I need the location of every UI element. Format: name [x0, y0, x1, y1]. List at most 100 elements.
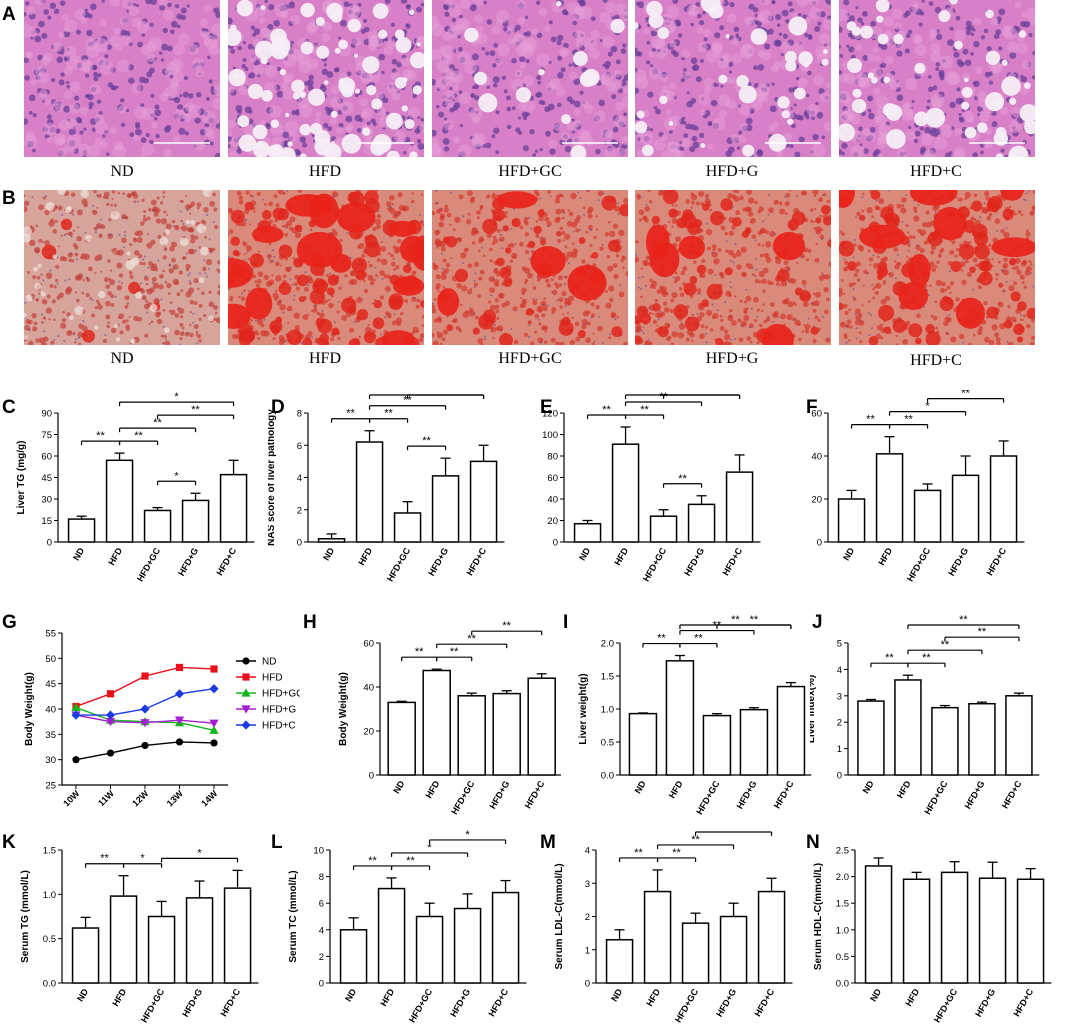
panel-label-e: E	[540, 397, 553, 418]
y-tick-label: 20	[363, 727, 374, 738]
y-tick-label: 6	[297, 441, 302, 452]
y-tick-label: 0.0	[601, 771, 614, 782]
y-tick-label: 1	[585, 945, 590, 956]
x-tick-label: HFD+GC	[905, 546, 933, 584]
x-tick-label: HFD+G	[946, 546, 970, 578]
x-tick-label: ND	[841, 546, 856, 563]
bar	[776, 685, 806, 776]
significance-label: **	[346, 408, 355, 420]
significance-label: **	[729, 828, 738, 833]
bar	[875, 453, 904, 543]
oil-red-image-hfd-c	[839, 190, 1035, 345]
significance-label: **	[904, 414, 913, 426]
bar	[147, 915, 176, 984]
bar	[317, 538, 346, 543]
chart-liver-tg: 0 15 30 45 60 75 90 Liver TG (mg/g) ND HFD HFD+GC H…	[16, 391, 255, 583]
bar	[431, 475, 460, 543]
bar	[573, 522, 602, 543]
y-tick-label: 0	[837, 771, 842, 782]
chart-body-weight: 0 20 40 60 Body Weight(g) ND HFD HFD+GC HFD+G HFD…	[338, 620, 561, 817]
y-tick-label: 20	[811, 495, 822, 506]
bar	[628, 712, 658, 776]
y-tick-label: 60	[41, 452, 52, 463]
bar	[739, 708, 769, 776]
y-tick-label: 1.5	[836, 899, 849, 910]
x-tick-label: ND	[71, 546, 86, 563]
x-tick-label: ND	[633, 779, 648, 796]
data-point	[175, 663, 184, 672]
y-axis-label: Liver weight(g)	[578, 673, 589, 744]
y-tick-label: 4	[585, 846, 590, 857]
bar	[725, 471, 754, 543]
x-tick-label: ND	[391, 779, 406, 796]
y-tick-label: 5	[837, 639, 842, 650]
x-tick-label: ND	[75, 987, 90, 1004]
x-tick-label: HFD+G	[963, 779, 987, 811]
x-tick-label: ND	[321, 546, 336, 563]
panel-label-b: B	[2, 188, 16, 209]
chart-serum-hdl: 0.0 0.5 1.0 1.5 2.0 2.5 Serum HDL-C(mmol/L) ND H…	[813, 846, 1052, 1024]
he-image-hfd-gc	[432, 0, 628, 157]
data-point	[209, 719, 219, 728]
bar	[339, 929, 368, 984]
y-tick-label: 2	[585, 912, 590, 923]
chart-nas-score: 0 2 4 6 8 NAS score of liver pathology ND HFD HF…	[268, 390, 505, 583]
x-tick-label: HFD+G	[714, 987, 738, 1019]
x-tick-label: ND	[868, 987, 883, 1004]
y-tick-label: 1.0	[836, 925, 849, 936]
chart-liver-weight: 0.0 0.5 1.0 1.5 2.0 Liver weight(g) ND HFD HFD+G…	[578, 614, 812, 816]
panel-label-c: C	[2, 397, 16, 418]
significance-label: **	[672, 847, 681, 859]
bar	[219, 473, 248, 543]
significance-label: **	[750, 614, 759, 626]
x-tick-label: HFD	[110, 987, 128, 1008]
y-tick-label: 2.5	[836, 846, 849, 857]
bar	[649, 515, 678, 543]
chart-serum-tg: 0.0 0.5 1.0 1.5 Serum TG (mmol/L) ND HFD HFD+GC…	[20, 846, 259, 1024]
y-tick-label: 75	[41, 430, 52, 441]
x-tick-label: HFD+GC	[449, 779, 477, 817]
y-tick-label: 45	[45, 679, 56, 690]
y-tick-label: 45	[41, 473, 52, 484]
y-tick-label: 15	[41, 516, 52, 527]
legend-marker	[242, 657, 250, 665]
bar	[687, 503, 716, 543]
significance-label: **	[694, 633, 703, 645]
bar	[665, 660, 695, 776]
y-tick-label: 0	[817, 538, 822, 549]
y-tick-label: 0	[553, 538, 558, 549]
bar	[931, 706, 959, 776]
bar	[864, 865, 893, 984]
y-tick-label: 55	[45, 629, 56, 640]
legend-label: HFD+G	[262, 705, 296, 716]
bar	[181, 499, 210, 543]
panel-label-a: A	[2, 4, 16, 25]
bar	[702, 714, 732, 776]
y-tick-label: 4	[837, 665, 842, 676]
data-point	[105, 718, 116, 727]
y-tick-label: 20	[547, 516, 558, 527]
significance-label: **	[885, 652, 894, 664]
bar	[681, 922, 710, 984]
bar	[71, 927, 100, 984]
y-tick-label: 90	[41, 409, 52, 420]
significance-label: **	[657, 633, 666, 645]
x-tick-label: HFD	[644, 987, 662, 1008]
oil-caption-hfd-gc: HFD+GC	[498, 350, 562, 367]
bar	[913, 489, 942, 543]
x-tick-label: ND	[577, 546, 592, 563]
x-tick-label: HFD+GC	[407, 987, 435, 1025]
oil-red-image-hfd-gc	[432, 190, 628, 345]
y-axis-label: Serum TG (mmol/L)	[20, 870, 31, 963]
data-point	[140, 719, 150, 728]
significance-label: **	[153, 417, 162, 429]
y-tick-label: 8	[319, 872, 324, 883]
y-tick-label: 50	[45, 654, 56, 665]
panel-label-j: J	[812, 612, 823, 633]
panel-label-h: H	[303, 612, 317, 633]
x-tick-label: HFD+C	[720, 546, 744, 578]
data-point	[175, 738, 184, 746]
bar	[527, 677, 556, 776]
bar	[719, 915, 748, 984]
significance-label: **	[691, 834, 700, 846]
